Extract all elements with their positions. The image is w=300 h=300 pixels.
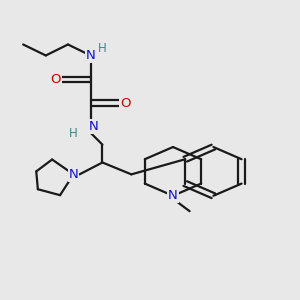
- Text: O: O: [120, 97, 131, 110]
- Text: O: O: [50, 73, 61, 86]
- Text: H: H: [69, 128, 78, 140]
- Text: N: N: [69, 168, 78, 181]
- Text: N: N: [168, 189, 178, 202]
- Text: N: N: [86, 49, 95, 62]
- Text: H: H: [98, 42, 107, 55]
- Text: N: N: [89, 120, 99, 133]
